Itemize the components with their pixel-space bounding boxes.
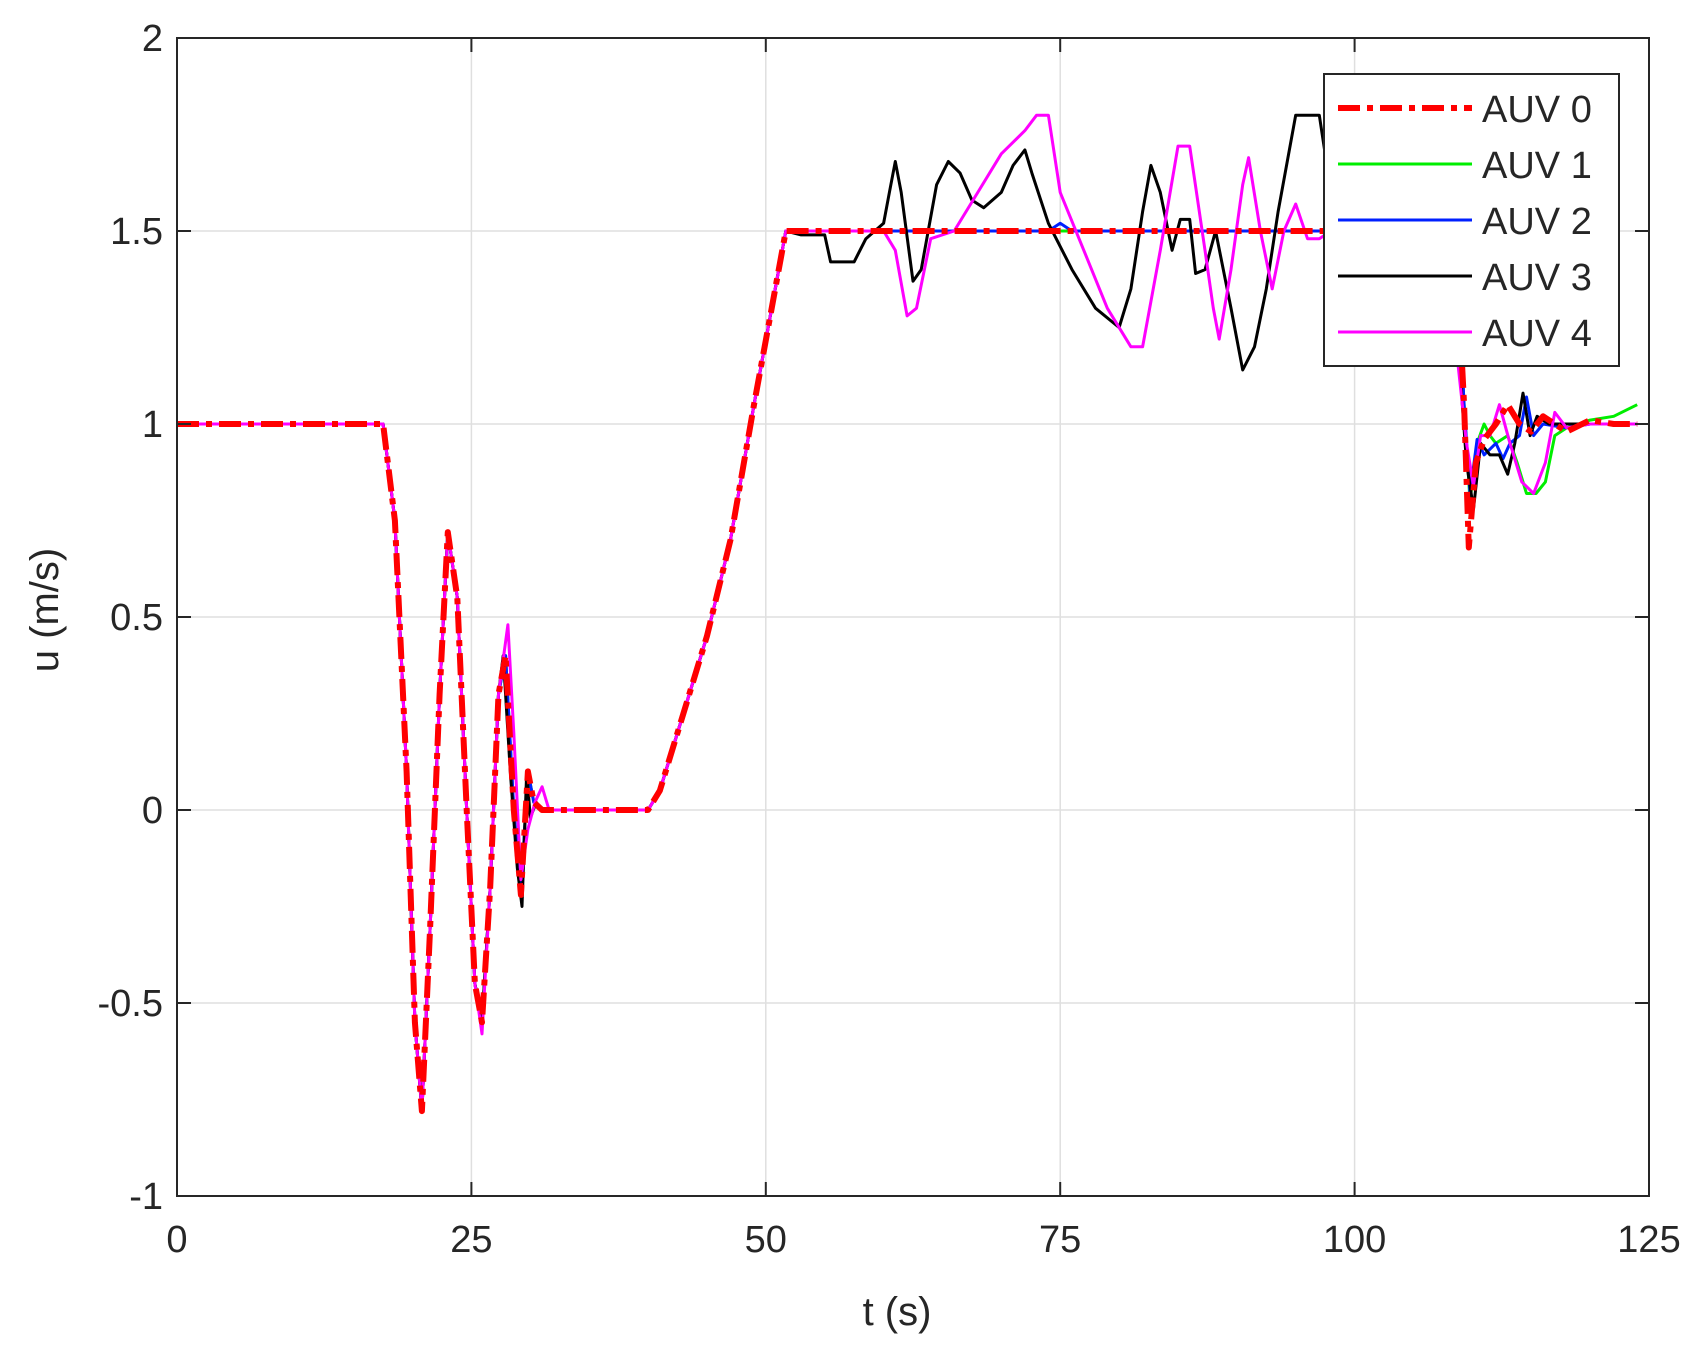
x-tick-label: 125 bbox=[1617, 1219, 1680, 1261]
legend-label-auv-2: AUV 2 bbox=[1482, 201, 1592, 243]
series-line-auv-0 bbox=[177, 228, 1638, 1115]
y-tick-label: 2 bbox=[142, 18, 163, 60]
y-tick-label: 1 bbox=[142, 404, 163, 446]
x-tick-label: 100 bbox=[1323, 1219, 1386, 1261]
x-tick-label: 50 bbox=[745, 1219, 787, 1261]
y-tick-label: -0.5 bbox=[98, 983, 163, 1025]
legend-label-auv-4: AUV 4 bbox=[1482, 313, 1592, 355]
x-tick-label: 25 bbox=[450, 1219, 492, 1261]
x-tick-label: 0 bbox=[166, 1219, 187, 1261]
x-tick-label: 75 bbox=[1039, 1219, 1081, 1261]
legend-label-auv-1: AUV 1 bbox=[1482, 145, 1592, 187]
x-axis-label: t (s) bbox=[863, 1290, 932, 1334]
y-tick-label: 1.5 bbox=[110, 211, 163, 253]
axis-ticks bbox=[176, 37, 1650, 1197]
legend: AUV 0 AUV 1 AUV 2 AUV 3 AUV 4 bbox=[1323, 73, 1620, 367]
y-tick-label: 0 bbox=[142, 790, 163, 832]
legend-label-auv-0: AUV 0 bbox=[1482, 89, 1592, 131]
y-tick-label: -1 bbox=[129, 1176, 163, 1218]
legend-label-auv-3: AUV 3 bbox=[1482, 257, 1592, 299]
y-tick-label: 0.5 bbox=[110, 597, 163, 639]
y-axis-label: u (m/s) bbox=[23, 548, 67, 672]
tick-labels: 0 25 50 75 100 125 -1 -0.5 0 0.5 1 1.5 2 bbox=[98, 18, 1681, 1261]
